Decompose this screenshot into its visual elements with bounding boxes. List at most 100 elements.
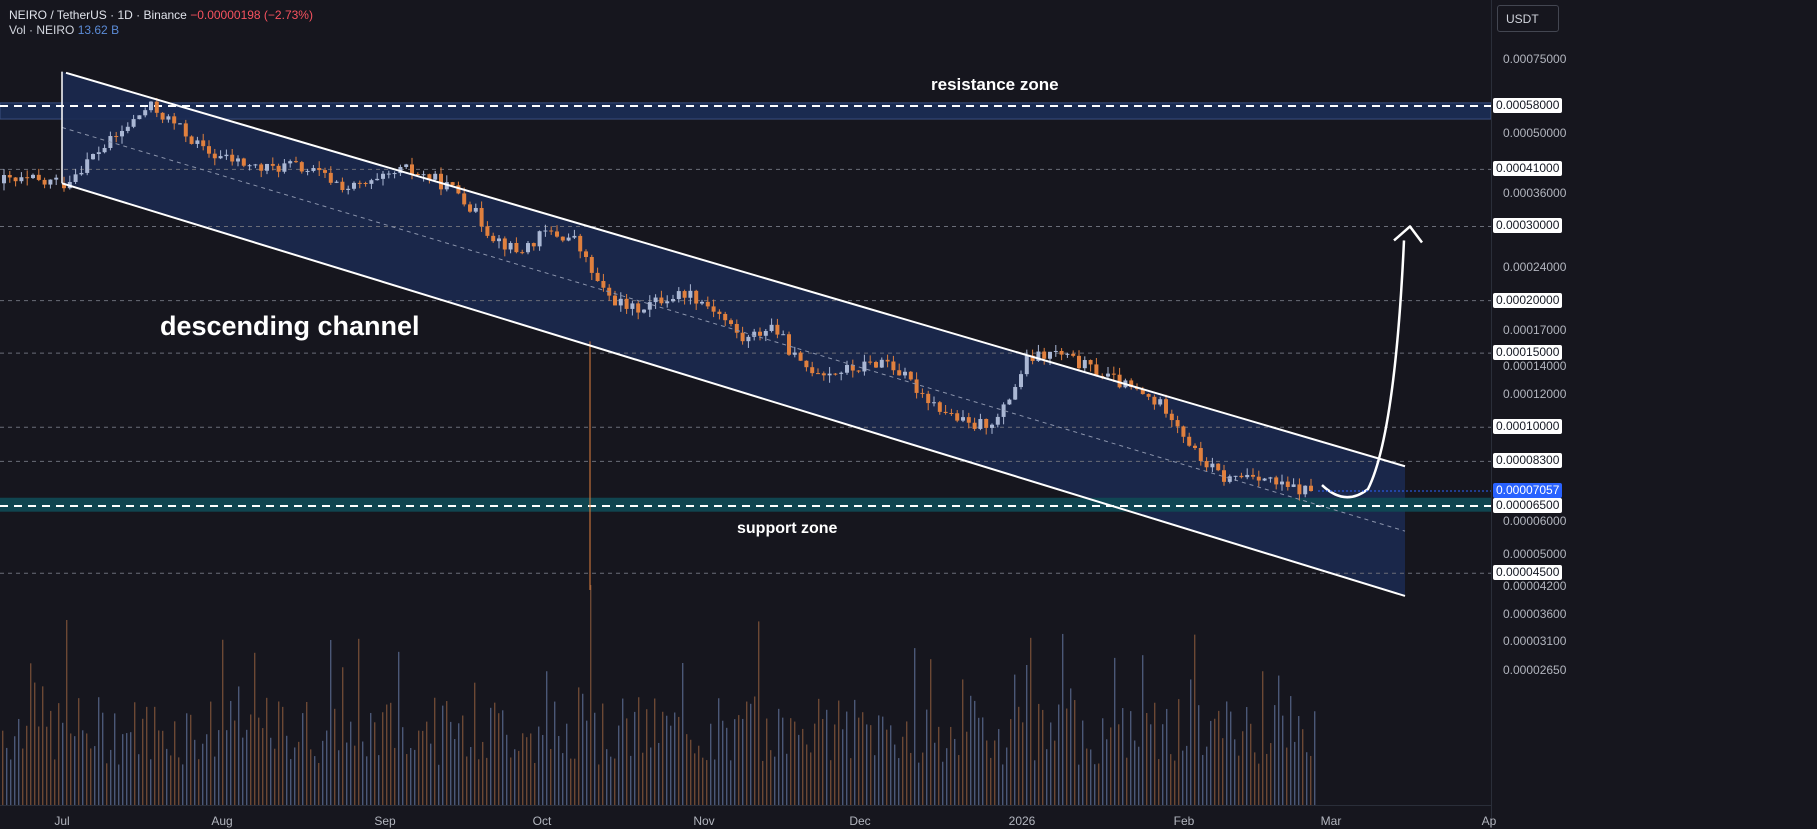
channel-midline (61, 126, 1406, 532)
volume-bar (1250, 723, 1252, 805)
volume-bar (350, 721, 352, 805)
volume-bar (314, 756, 316, 805)
volume-bar (1226, 701, 1228, 805)
volume-bar (706, 760, 708, 805)
volume-bar (1102, 718, 1104, 805)
candle (990, 423, 994, 434)
volume-bar (742, 718, 744, 805)
volume-bar (6, 747, 8, 805)
candle (357, 180, 362, 189)
price-level-label[interactable]: 0.00020000 (1493, 292, 1563, 308)
volume-bar (322, 740, 324, 805)
volume-bar (722, 720, 724, 805)
candle (473, 203, 478, 214)
volume-bar (746, 701, 748, 805)
candle (642, 309, 646, 314)
volume-bar (834, 724, 836, 805)
y-tick-label: 0.00005000 (1503, 546, 1567, 561)
candle (178, 122, 182, 125)
volume-bar (82, 730, 84, 805)
volume-bar (198, 759, 200, 805)
symbol-title[interactable]: NEIRO / TetherUS · 1D · Binance (9, 8, 187, 22)
price-level-label[interactable]: 0.00008300 (1493, 453, 1563, 469)
currency-selector[interactable]: USDT (1497, 5, 1559, 32)
volume-bars (2, 585, 1316, 805)
volume-bar (1034, 760, 1036, 805)
volume-bar (494, 702, 496, 805)
channel-lower-line (61, 182, 1406, 597)
x-tick-label: Oct (532, 814, 552, 828)
volume-bar (1190, 679, 1192, 805)
candle (288, 159, 293, 168)
volume-bar (810, 752, 812, 805)
candle (555, 225, 559, 238)
volume-bar (258, 717, 260, 805)
price-level-label[interactable]: 0.00004500 (1493, 565, 1563, 581)
volume-bar (1090, 749, 1092, 805)
y-tick-label: 0.00075000 (1503, 52, 1567, 67)
candle (13, 177, 18, 187)
time-axis[interactable]: Jul Aug Sep Oct Nov Dec 2026 Feb Mar Ap (0, 805, 1496, 829)
candle (734, 319, 739, 339)
candle (230, 148, 235, 166)
volume-bar (870, 725, 872, 805)
volume-bar (778, 708, 780, 805)
candle (328, 166, 333, 185)
price-level-label[interactable]: 0.00058000 (1493, 98, 1563, 113)
candle (566, 233, 571, 242)
candle (560, 236, 565, 243)
candle (421, 170, 426, 182)
volume-bar (734, 719, 736, 805)
volume-bar (1138, 746, 1140, 805)
volume-bar (758, 621, 760, 805)
volume-bar (646, 709, 648, 805)
volume-bar (1238, 755, 1240, 805)
volume-bar (842, 729, 844, 805)
price-level-label[interactable]: 0.00006500 (1493, 498, 1563, 513)
candle (1297, 478, 1302, 501)
price-level-label[interactable]: 0.00030000 (1493, 218, 1563, 234)
volume-bar (1286, 747, 1288, 805)
volume-bar (786, 753, 788, 805)
volume-bar (274, 748, 276, 805)
volume-bar (590, 585, 592, 805)
price-axis[interactable] (1491, 0, 1817, 828)
candle (1193, 443, 1197, 451)
candle (1071, 350, 1076, 358)
volume-bar (386, 704, 388, 805)
candle (369, 178, 374, 190)
price-level-label[interactable]: 0.00041000 (1493, 161, 1563, 177)
volume-bar (686, 734, 688, 805)
x-tick-label: Ap (1481, 814, 1497, 828)
volume-bar (770, 750, 772, 805)
candle (1146, 393, 1151, 401)
channel-label: descending channel (160, 311, 420, 341)
volume-bar (194, 739, 196, 805)
volume-bar (970, 695, 972, 805)
price-level-label[interactable]: 0.00015000 (1493, 345, 1563, 361)
candle (276, 163, 281, 178)
volume-bar (134, 702, 136, 805)
volume-label[interactable]: Vol · NEIRO (9, 23, 75, 37)
channel-upper-line (65, 71, 1406, 468)
volume-bar (958, 755, 960, 805)
candle (137, 115, 142, 120)
candle (102, 144, 107, 154)
candle (1256, 470, 1261, 487)
volume-bar (230, 700, 232, 805)
volume-bar (1146, 713, 1148, 805)
candle (195, 136, 200, 149)
volume-bar (1306, 752, 1308, 805)
candle (154, 98, 159, 118)
volume-bar (1214, 718, 1216, 805)
price-chart[interactable] (0, 0, 1491, 805)
candle (19, 172, 24, 184)
volume-bar (470, 747, 472, 805)
volume-bar (1166, 708, 1168, 805)
y-tick-label: 0.00003600 (1503, 606, 1567, 621)
volume-bar (282, 706, 284, 805)
candle (1291, 478, 1296, 488)
candle (798, 350, 803, 361)
candle (792, 346, 797, 358)
price-level-label[interactable]: 0.00010000 (1493, 419, 1563, 435)
